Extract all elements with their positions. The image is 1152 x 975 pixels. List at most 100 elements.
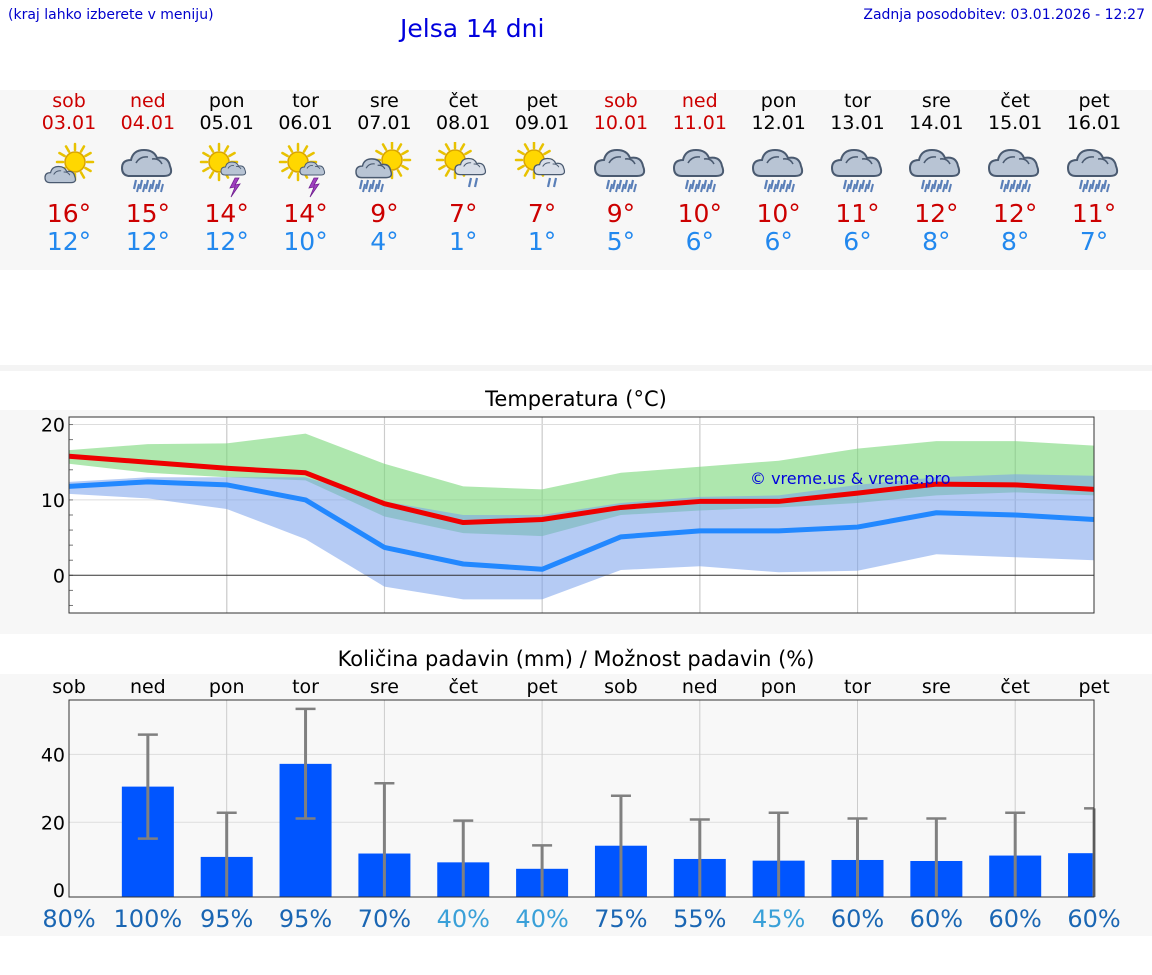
- precip-error-bar: [768, 811, 789, 897]
- day-column: pet 16.01 11° 7°: [1054, 90, 1134, 256]
- min-temp: 6°: [764, 227, 793, 256]
- day-name: tor: [292, 90, 319, 112]
- min-temp: 6°: [843, 227, 872, 256]
- day-name: pet: [1078, 90, 1110, 112]
- day-date: 05.01: [199, 112, 254, 134]
- day-date: 12.01: [751, 112, 806, 134]
- temperature-chart: 0 10 20 © vreme.us & vreme.pro: [41, 415, 1095, 614]
- day-column: sob 10.01 9° 5°: [581, 90, 661, 256]
- day-name: sre: [369, 90, 399, 112]
- max-temp: 14°: [283, 199, 328, 228]
- precip-day-label: sre: [922, 676, 951, 698]
- sun-cloud-rain-icon: [436, 142, 487, 188]
- day-date: 13.01: [830, 112, 885, 134]
- plot-frame: [68, 416, 1095, 614]
- day-date: 14.01: [909, 112, 964, 134]
- day-column: sre 14.01 12° 8°: [896, 90, 976, 256]
- precip-day-label: čet: [448, 676, 478, 698]
- max-temp: 16°: [46, 199, 92, 228]
- rain-cloud-icon: [909, 148, 961, 193]
- max-temp: 12°: [914, 199, 959, 228]
- day-name: ned: [681, 90, 718, 112]
- last-update: Zadnja posodobitev: 03.01.2026 - 12:27: [863, 7, 1145, 23]
- y-tick-label: 0: [53, 880, 65, 902]
- precip-day-label: pet: [526, 676, 557, 698]
- max-temp: 9°: [606, 199, 636, 228]
- precip-day-label: pon: [209, 676, 245, 698]
- precipitation-chart: sob ned pon tor sre čet pet sob ned pon tor sre čet p…: [41, 676, 1121, 933]
- precip-probability: 45%: [752, 905, 805, 933]
- precip-error-bar: [926, 817, 947, 897]
- day-column: čet 15.01 12° 8°: [975, 90, 1055, 256]
- menu-hint: (kraj lahko izberete v meniju): [8, 7, 214, 23]
- rain-cloud-icon: [593, 148, 646, 193]
- day-date: 15.01: [987, 112, 1043, 134]
- day-column: sob 03.01 16° 12°: [29, 90, 109, 256]
- min-temp: 10°: [283, 227, 328, 256]
- precip-error-bar: [1005, 811, 1026, 897]
- sun-cloud-rain-icon: [514, 142, 566, 188]
- max-temp: 10°: [756, 199, 801, 228]
- day-name: pet: [526, 90, 558, 112]
- precip-probability: 80%: [42, 905, 95, 933]
- day-date: 10.01: [593, 112, 649, 134]
- rain-cloud-icon: [120, 148, 172, 193]
- sun-cloud-icon: [44, 142, 95, 184]
- max-temp-line: [68, 453, 1095, 526]
- day-name: pon: [208, 90, 245, 112]
- y-tick-label: 10: [41, 490, 65, 512]
- rain-cloud-icon: [1067, 148, 1119, 193]
- max_range-band: [69, 433, 1094, 537]
- day-column: sre 07.01 9° 4°: [344, 90, 424, 256]
- precip-day-label: sob: [52, 676, 86, 698]
- day-date: 16.01: [1066, 112, 1122, 134]
- y-tick-label: 20: [41, 415, 65, 437]
- min-temp: 12°: [125, 227, 170, 256]
- min-temp: 6°: [685, 227, 714, 256]
- day-column: ned 04.01 15° 12°: [108, 90, 188, 256]
- max-temp: 10°: [677, 199, 722, 228]
- precip-error-bar: [295, 707, 316, 820]
- y-tick-label: 20: [41, 812, 65, 834]
- day-name: ned: [129, 90, 166, 112]
- min-temp: 12°: [46, 227, 92, 256]
- day-date: 06.01: [278, 112, 333, 134]
- day-date: 08.01: [436, 112, 491, 134]
- precip-error-bar: [453, 819, 474, 897]
- day-name: pon: [760, 90, 797, 112]
- min-temp: 5°: [606, 227, 636, 256]
- precip-error-bar: [374, 781, 395, 897]
- max-temp: 15°: [125, 199, 170, 228]
- day-column: pon 05.01 14° 12°: [187, 90, 267, 256]
- precipitation-chart-title: Količina padavin (mm) / Možnost padavin …: [337, 647, 815, 671]
- day-name: sob: [604, 90, 638, 112]
- precip-day-label: tor: [292, 676, 319, 698]
- plot-frame: [68, 699, 1095, 898]
- day-name: sob: [52, 90, 86, 112]
- max-temp: 9°: [370, 199, 399, 228]
- day-date: 09.01: [514, 112, 570, 134]
- precip-error-bar: [532, 844, 553, 897]
- min-temp: 8°: [1000, 227, 1030, 256]
- precip-probability: 95%: [200, 905, 253, 933]
- day-date: 11.01: [672, 112, 727, 134]
- precip-probability: 55%: [673, 905, 726, 933]
- precip-probability: 95%: [279, 905, 332, 933]
- min_range-band: [69, 474, 1094, 600]
- rain-cloud-icon: [988, 148, 1040, 193]
- precip-probability: 60%: [910, 905, 963, 933]
- precip-probability: 40%: [515, 905, 568, 933]
- day-column: ned 11.01 10° 6°: [660, 90, 740, 256]
- page-title: Jelsa 14 dni: [400, 14, 545, 43]
- max-temp: 14°: [204, 199, 249, 228]
- precip-error-bar: [689, 818, 710, 897]
- precip-day-label: čet: [1000, 676, 1030, 698]
- day-name: tor: [844, 90, 871, 112]
- max-temp: 11°: [1071, 199, 1117, 228]
- sun-thunder-icon: [278, 142, 325, 198]
- max-temp: 12°: [993, 199, 1038, 228]
- day-name: čet: [1000, 90, 1030, 112]
- sun-thunder-icon: [199, 142, 246, 198]
- day-date: 03.01: [41, 112, 97, 134]
- min-temp: 1°: [449, 227, 478, 256]
